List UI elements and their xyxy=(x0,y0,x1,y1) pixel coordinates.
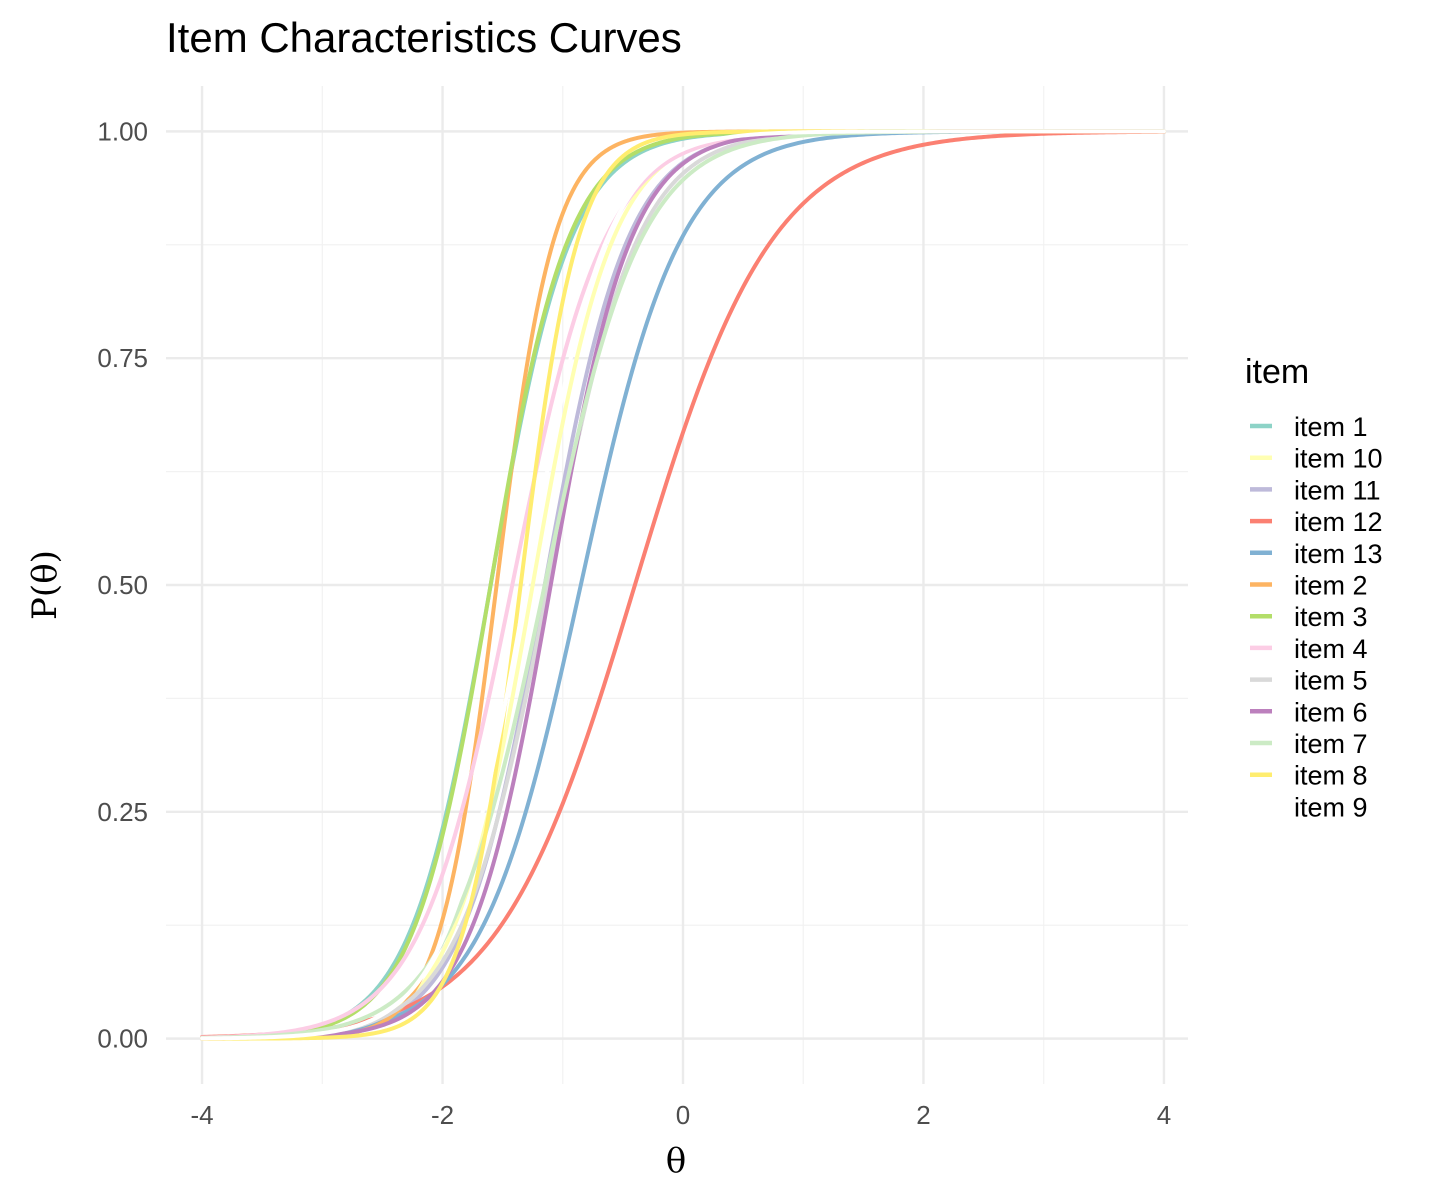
y-tick-label: 0.00 xyxy=(97,1024,148,1054)
x-axis-title: θ xyxy=(666,1141,686,1181)
series-line xyxy=(200,129,1166,1041)
legend-label: item 3 xyxy=(1294,602,1368,632)
x-tick-label: 0 xyxy=(676,1100,690,1130)
legend-label: item 7 xyxy=(1294,729,1368,759)
legend-label: item 10 xyxy=(1294,444,1383,474)
legend-label: item 11 xyxy=(1294,475,1381,505)
legend-label: item 4 xyxy=(1294,634,1368,664)
y-tick-label: 0.50 xyxy=(97,570,148,600)
legend-label: item 5 xyxy=(1294,666,1368,696)
y-tick-label: 0.25 xyxy=(97,797,148,827)
y-axis-title: P(θ) xyxy=(25,550,65,620)
legend-title: item xyxy=(1245,353,1309,391)
x-tick-label: 4 xyxy=(1157,1100,1171,1130)
legend-label: item 13 xyxy=(1294,539,1383,569)
grid-layer xyxy=(166,86,1188,1084)
legend-label: item 8 xyxy=(1294,761,1368,791)
legend-label: item 9 xyxy=(1294,792,1368,822)
legend-label: item 1 xyxy=(1294,412,1368,442)
chart-title: Item Characteristics Curves xyxy=(166,14,682,61)
x-tick-label: 2 xyxy=(916,1100,930,1130)
x-tick-label: -2 xyxy=(431,1100,454,1130)
tick-layer: -4 -2 0 2 4 0.00 0.25 0.50 0.75 1.00 xyxy=(97,116,1171,1130)
x-tick-label: -4 xyxy=(191,1100,214,1130)
series-layer xyxy=(200,129,1166,1041)
legend-label: item 12 xyxy=(1294,507,1383,537)
y-tick-label: 1.00 xyxy=(97,116,148,146)
legend-label: item 6 xyxy=(1294,697,1368,727)
y-tick-label: 0.75 xyxy=(97,343,148,373)
legend-label: item 2 xyxy=(1294,571,1368,601)
